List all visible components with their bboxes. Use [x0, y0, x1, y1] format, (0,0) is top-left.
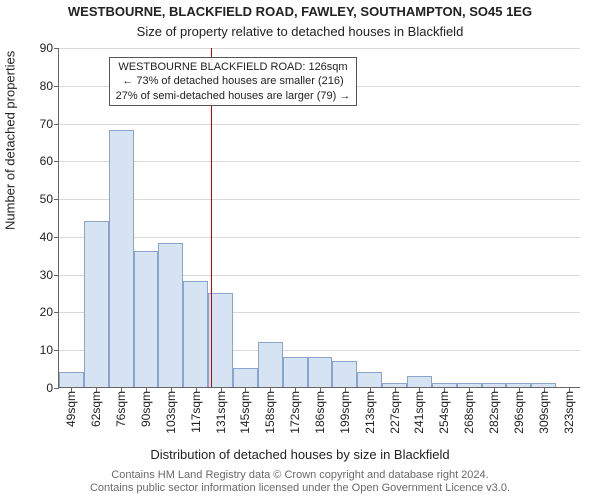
gridline: [59, 48, 580, 49]
chart-title-line2: Size of property relative to detached ho…: [0, 24, 600, 39]
histogram-bar: [332, 361, 357, 387]
x-tick-label: 227sqm: [388, 391, 402, 434]
x-tick-label: 145sqm: [238, 391, 252, 434]
x-tick-label: 62sqm: [89, 391, 103, 427]
y-tick-label: 70: [40, 117, 59, 131]
histogram-bar: [258, 342, 283, 387]
histogram-bar: [59, 372, 84, 387]
x-tick-label: 309sqm: [537, 391, 551, 434]
histogram-bar: [283, 357, 308, 387]
histogram-bar: [233, 368, 258, 387]
annotation-box: WESTBOURNE BLACKFIELD ROAD: 126sqm← 73% …: [109, 57, 358, 106]
annotation-line: WESTBOURNE BLACKFIELD ROAD: 126sqm: [116, 60, 351, 74]
x-tick-label: 199sqm: [338, 391, 352, 434]
histogram-bar: [308, 357, 333, 387]
x-tick-label: 282sqm: [487, 391, 501, 434]
x-tick-label: 158sqm: [263, 391, 277, 434]
chart-title-line1: WESTBOURNE, BLACKFIELD ROAD, FAWLEY, SOU…: [0, 4, 600, 19]
x-tick-label: 103sqm: [164, 391, 178, 434]
x-tick-label: 323sqm: [562, 391, 576, 434]
gridline: [59, 237, 580, 238]
histogram-bar: [407, 376, 432, 387]
x-tick-label: 90sqm: [139, 391, 153, 427]
y-tick-label: 30: [40, 268, 59, 282]
histogram-bar: [357, 372, 382, 387]
x-tick-label: 213sqm: [363, 391, 377, 434]
x-tick-label: 186sqm: [313, 391, 327, 434]
gridline: [59, 124, 580, 125]
property-size-histogram: WESTBOURNE, BLACKFIELD ROAD, FAWLEY, SOU…: [0, 0, 600, 500]
footer-line-1: Contains HM Land Registry data © Crown c…: [0, 469, 600, 483]
y-tick-label: 50: [40, 192, 59, 206]
x-tick-label: 172sqm: [288, 391, 302, 434]
x-tick-label: 76sqm: [114, 391, 128, 427]
plot-area: 010203040506070809049sqm62sqm76sqm90sqm1…: [58, 48, 580, 388]
histogram-bar: [84, 221, 109, 387]
y-tick-label: 80: [40, 79, 59, 93]
x-tick-label: 296sqm: [512, 391, 526, 434]
y-tick-label: 0: [46, 381, 59, 395]
x-axis-label: Distribution of detached houses by size …: [0, 447, 600, 462]
x-tick-label: 131sqm: [214, 391, 228, 434]
x-tick-label: 241sqm: [412, 391, 426, 434]
histogram-bar: [158, 243, 183, 387]
chart-footer: Contains HM Land Registry data © Crown c…: [0, 469, 600, 497]
y-tick-label: 20: [40, 305, 59, 319]
histogram-bar: [183, 281, 208, 387]
x-tick-label: 117sqm: [189, 391, 203, 433]
x-tick-label: 49sqm: [64, 391, 78, 427]
histogram-bar: [134, 251, 159, 387]
x-tick-label: 254sqm: [437, 391, 451, 434]
y-tick-label: 40: [40, 230, 59, 244]
y-axis-label: Number of detached properties: [3, 51, 18, 230]
footer-line-2: Contains public sector information licen…: [0, 482, 600, 496]
histogram-bar: [109, 130, 134, 387]
y-tick-label: 90: [40, 41, 59, 55]
gridline: [59, 199, 580, 200]
annotation-line: 27% of semi-detached houses are larger (…: [116, 89, 351, 103]
x-tick-label: 268sqm: [462, 391, 476, 434]
y-tick-label: 60: [40, 154, 59, 168]
annotation-line: ← 73% of detached houses are smaller (21…: [116, 74, 351, 88]
gridline: [59, 161, 580, 162]
y-tick-label: 10: [40, 343, 59, 357]
